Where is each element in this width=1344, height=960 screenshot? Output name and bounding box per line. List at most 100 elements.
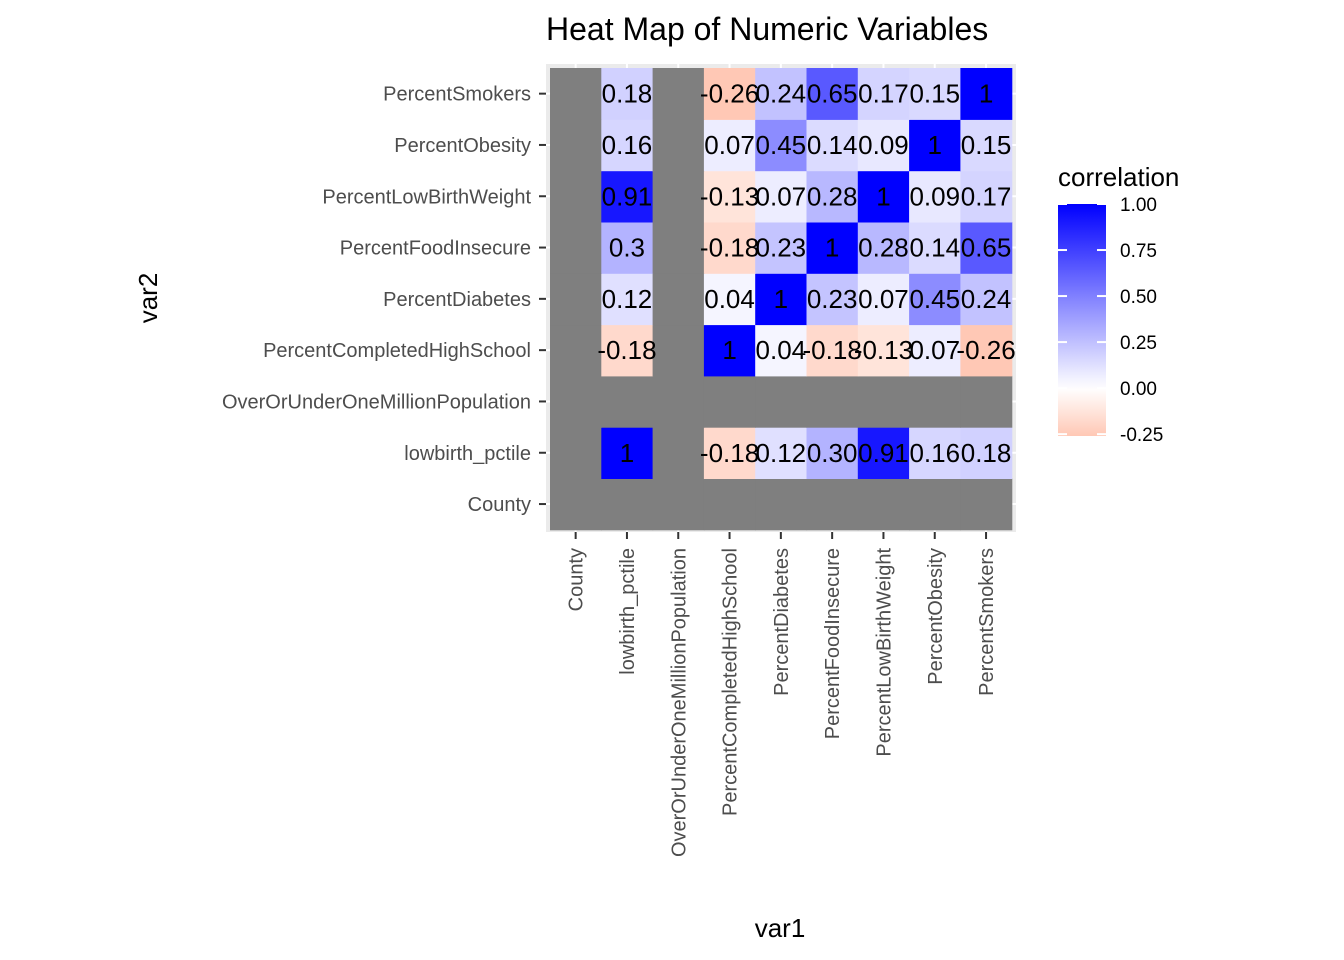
x-tick-label: PercentLowBirthWeight	[873, 548, 895, 757]
heatmap-cell	[960, 427, 1013, 479]
heatmap-cell	[703, 273, 756, 326]
heatmap-cell	[806, 324, 859, 377]
heatmap-cell	[601, 68, 654, 120]
heatmap-cell	[601, 273, 654, 326]
heatmap-cell	[652, 427, 705, 479]
cell-label: 0.09	[909, 181, 960, 211]
heatmap-cell	[857, 170, 910, 223]
heatmap-cell	[601, 375, 654, 428]
heatmap-cell	[652, 221, 705, 274]
x-tick-label: PercentDiabetes	[771, 548, 793, 696]
y-tick-label: PercentLowBirthWeight	[322, 186, 531, 208]
cell-label: -0.18	[700, 438, 759, 468]
heatmap-cell	[960, 375, 1013, 428]
heatmap-cell	[909, 68, 961, 120]
heatmap-cell	[909, 478, 961, 531]
legend-tick-label: 0.00	[1120, 379, 1157, 400]
heatmap-cell	[550, 375, 602, 428]
heatmap-cell	[755, 119, 808, 172]
heatmap-cell	[755, 221, 808, 274]
cell-label: -0.18	[803, 335, 862, 365]
heatmap-cell	[550, 170, 602, 223]
heatmap-cell	[755, 324, 808, 377]
cell-label: 0.91	[602, 181, 653, 211]
heatmap-cell	[806, 273, 859, 326]
heatmap-cell	[806, 427, 859, 479]
cell-label: 0.12	[756, 438, 807, 468]
cell-label: 0.28	[858, 233, 909, 263]
cell-label: 1	[928, 130, 942, 160]
heatmap-cell	[806, 375, 859, 428]
heatmap-cell	[652, 324, 705, 377]
heatmap-cell-labels: 1 -0.180.12 0.30 0.91 0.16 0.18-0.18 1 0.04-0.1…	[597, 79, 1015, 468]
cell-label: 0.09	[858, 130, 909, 160]
cell-label: 0.23	[807, 284, 858, 314]
heatmap-cell	[857, 324, 910, 377]
heatmap-cell	[960, 170, 1013, 223]
cell-label: 0.14	[909, 233, 960, 263]
x-tick-label: lowbirth_pctile	[617, 548, 639, 675]
heatmap-cell	[703, 375, 756, 428]
heatmap-cell	[960, 273, 1013, 326]
heatmap-cell	[703, 478, 756, 531]
heatmap-cell	[857, 427, 910, 479]
heatmap-cell	[857, 221, 910, 274]
x-tick-label: County	[566, 548, 588, 611]
cell-label: 0.17	[858, 79, 909, 109]
heatmap-cell	[601, 170, 654, 223]
heatmap-cell	[601, 221, 654, 274]
heatmap-cell	[652, 119, 705, 172]
y-tick-label: PercentSmokers	[383, 84, 531, 106]
heatmap-cell	[755, 170, 808, 223]
cell-label: -0.26	[700, 79, 759, 109]
cell-label: 0.18	[602, 79, 653, 109]
heatmap-cell	[960, 68, 1013, 120]
heatmap-cell	[652, 68, 705, 120]
y-tick-label: PercentDiabetes	[383, 289, 531, 311]
y-tick-label: lowbirth_pctile	[404, 443, 531, 465]
heatmap-cell	[652, 273, 705, 326]
heatmap-cell	[652, 170, 705, 223]
heatmap-cell	[652, 375, 705, 428]
cell-label: 0.45	[909, 284, 960, 314]
heatmap-cells	[550, 68, 1013, 531]
x-tick-label: PercentFoodInsecure	[822, 548, 844, 739]
cell-label: 0.16	[602, 130, 653, 160]
cell-label: 0.3	[609, 233, 645, 263]
cell-label: 1	[979, 79, 993, 109]
heatmap-cell	[960, 478, 1013, 531]
y-tick-label: OverOrUnderOneMillionPopulation	[222, 391, 531, 413]
cell-label: 0.07	[858, 284, 909, 314]
heatmap-cell	[601, 478, 654, 531]
cell-label: 0.12	[602, 284, 653, 314]
cell-label: 0.04	[756, 335, 807, 365]
cell-label: 0.15	[961, 130, 1012, 160]
cell-label: -0.13	[700, 181, 759, 211]
cell-label: 0.17	[961, 181, 1012, 211]
heatmap-cell	[755, 478, 808, 531]
heatmap-cell	[755, 273, 808, 326]
y-tick-label: County	[468, 494, 531, 516]
heatmap-cell	[909, 324, 961, 377]
cell-label: 0.15	[909, 79, 960, 109]
heatmap-cell	[806, 221, 859, 274]
heatmap-cell	[909, 170, 961, 223]
heatmap-cell	[960, 119, 1013, 172]
legend-colorbar	[1058, 204, 1106, 436]
cell-label: 0.24	[756, 79, 807, 109]
heatmap-cell	[857, 119, 910, 172]
heatmap-cell	[857, 68, 910, 120]
heatmap-cell	[960, 324, 1013, 377]
y-axis-title: var2	[133, 273, 163, 324]
cell-label: 0.07	[909, 335, 960, 365]
cell-label: 1	[722, 335, 736, 365]
legend-ticks: 1.00 0.75 0.50 0.25 0.00 -0.25	[1058, 195, 1163, 446]
heatmap-cell	[652, 478, 705, 531]
chart-title: Heat Map of Numeric Variables	[546, 11, 988, 47]
legend-tick-label: 0.25	[1120, 333, 1157, 354]
heatmap-cell	[550, 273, 602, 326]
cell-label: 1	[774, 284, 788, 314]
heatmap-cell	[703, 324, 756, 377]
heatmap-cell	[550, 324, 602, 377]
